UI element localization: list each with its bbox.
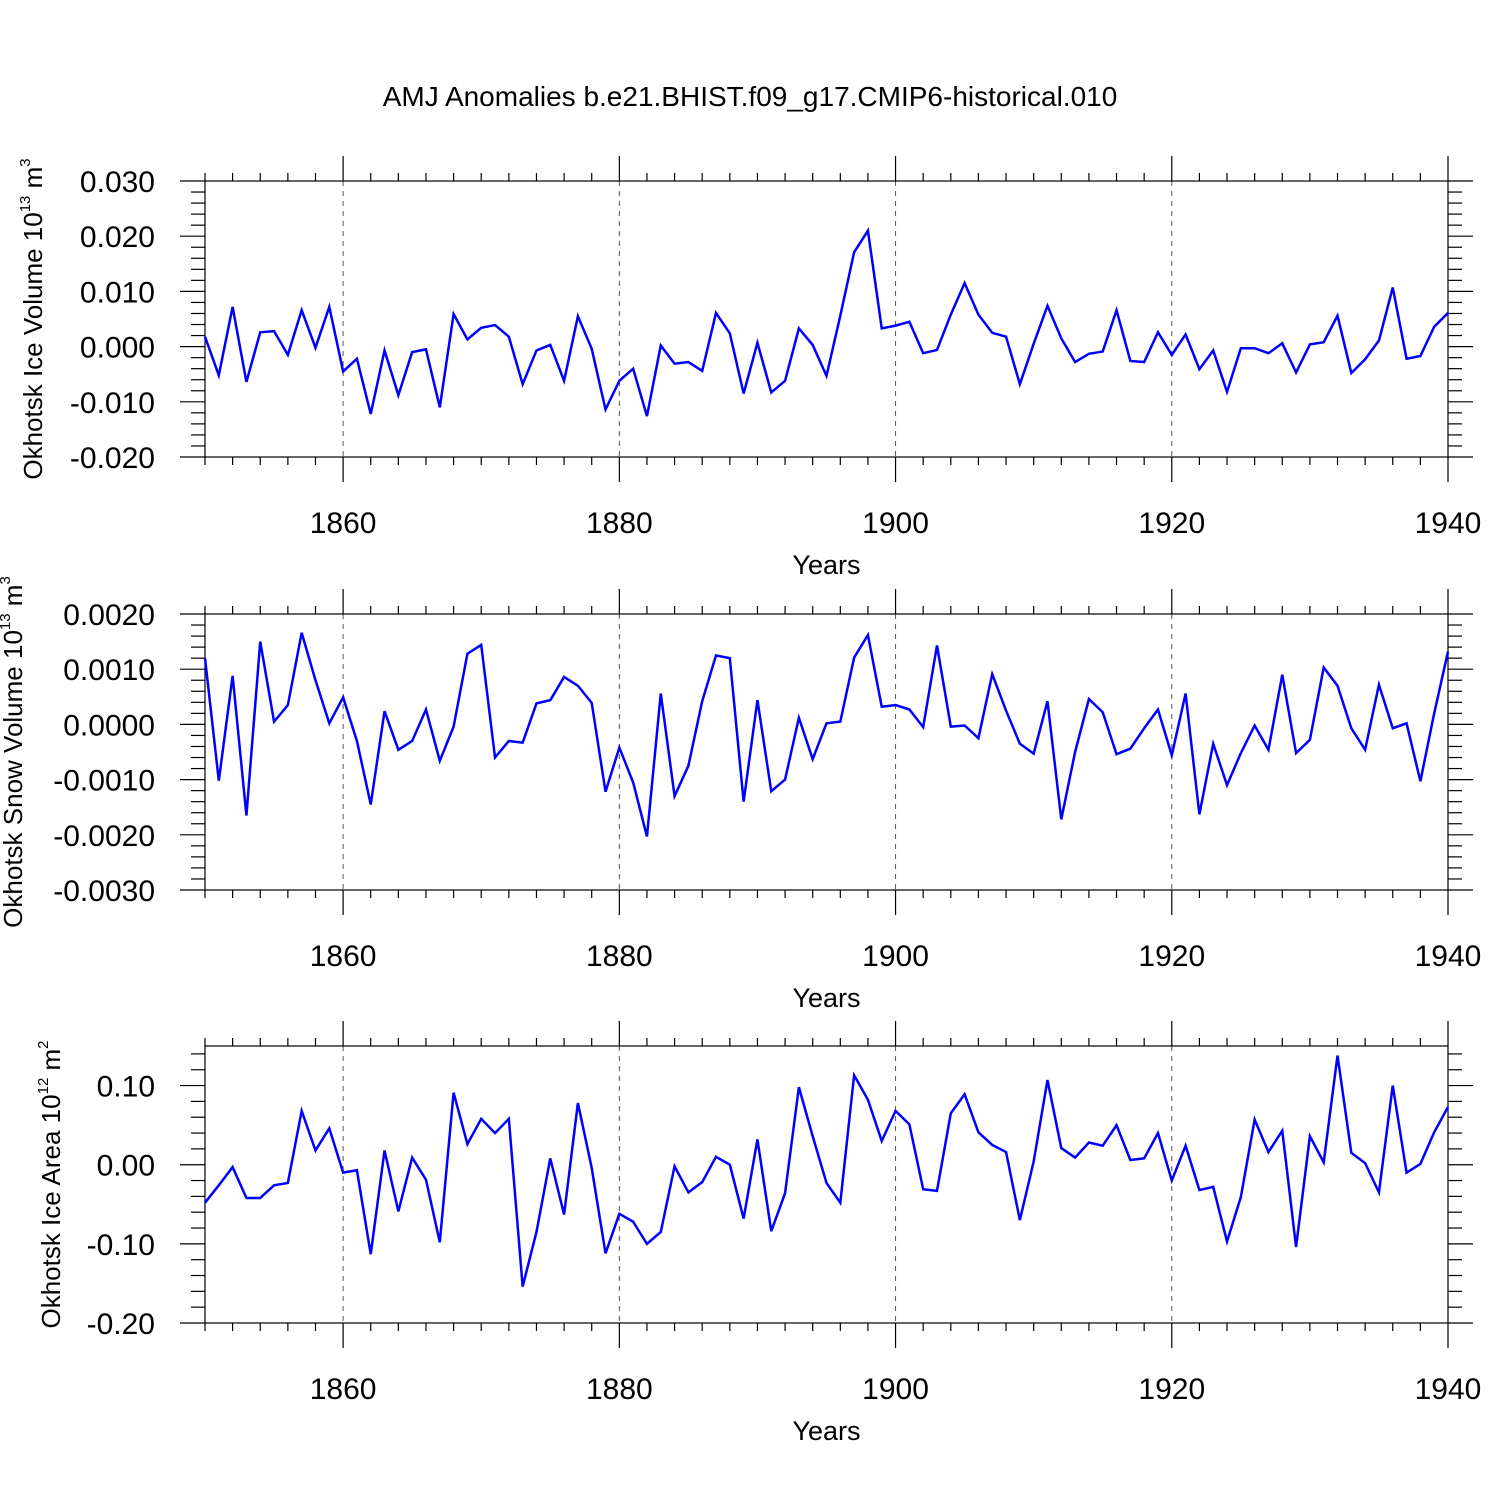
y-tick-label: 0.000 xyxy=(80,332,155,365)
y-tick-label: -0.0030 xyxy=(53,875,155,908)
y-tick-label: -0.0010 xyxy=(53,765,155,798)
y-tick-label: -0.020 xyxy=(70,442,155,475)
x-tick-label: 1880 xyxy=(586,940,653,973)
x-tick-label: 1900 xyxy=(862,507,929,540)
y-axis-title: Okhotsk Snow Volume 1013 m3 xyxy=(0,576,28,928)
x-tick-label: 1940 xyxy=(1415,1373,1482,1406)
plot-frame xyxy=(204,180,1449,458)
series-line xyxy=(203,631,1450,837)
x-axis-title: Years xyxy=(792,550,860,580)
y-tick-label: 0.0020 xyxy=(63,599,155,632)
x-tick-label: 1920 xyxy=(1138,940,1205,973)
x-tick-label: 1860 xyxy=(310,940,377,973)
y-tick-label: 0.0000 xyxy=(63,709,155,742)
x-tick-label: 1860 xyxy=(310,507,377,540)
y-tick-label: 0.0010 xyxy=(63,654,155,687)
y-tick-label: 0.030 xyxy=(80,166,155,199)
y-tick-label: -0.0020 xyxy=(53,820,155,853)
chart-panel-3: -0.20 -0.10 0.00 0.10 1860 1880 1900 1920 1940 Ye… xyxy=(35,1021,1481,1446)
series-line xyxy=(204,1055,1450,1287)
plot-frame xyxy=(204,613,1449,891)
y-axis-title: Okhotsk Ice Volume 1013 m3 xyxy=(17,158,48,479)
y-tick-label: -0.10 xyxy=(87,1229,155,1262)
x-tick-label: 1940 xyxy=(1415,507,1482,540)
chart-panel-1: -0.020 -0.010 0.000 0.010 0.020 0.030 1860 1880… xyxy=(17,156,1481,580)
x-tick-label: 1940 xyxy=(1415,940,1482,973)
plot-frame xyxy=(204,1045,1449,1324)
y-tick-label: 0.010 xyxy=(80,276,155,309)
y-axis-title: Okhotsk Ice Area 1012 m2 xyxy=(35,1040,66,1328)
chart-panel-2: -0.0030 -0.0020 -0.0010 0.0000 0.0010 0.0020 1… xyxy=(0,576,1481,1013)
series-line xyxy=(203,227,1449,417)
x-tick-label: 1920 xyxy=(1138,507,1205,540)
figure-title: AMJ Anomalies b.e21.BHIST.f09_g17.CMIP6-… xyxy=(383,81,1118,112)
y-tick-label: 0.00 xyxy=(97,1150,155,1183)
x-tick-label: 1880 xyxy=(586,507,653,540)
y-tick-label: -0.20 xyxy=(87,1308,155,1341)
y-tick-label: 0.10 xyxy=(97,1071,155,1104)
x-tick-label: 1860 xyxy=(310,1373,377,1406)
x-tick-label: 1900 xyxy=(862,1373,929,1406)
x-axis-title: Years xyxy=(792,1416,860,1446)
x-tick-label: 1900 xyxy=(862,940,929,973)
y-tick-label: 0.020 xyxy=(80,221,155,254)
y-tick-label: -0.010 xyxy=(70,387,155,420)
x-tick-label: 1920 xyxy=(1138,1373,1205,1406)
x-tick-label: 1880 xyxy=(586,1373,653,1406)
x-axis-title: Years xyxy=(792,983,860,1013)
